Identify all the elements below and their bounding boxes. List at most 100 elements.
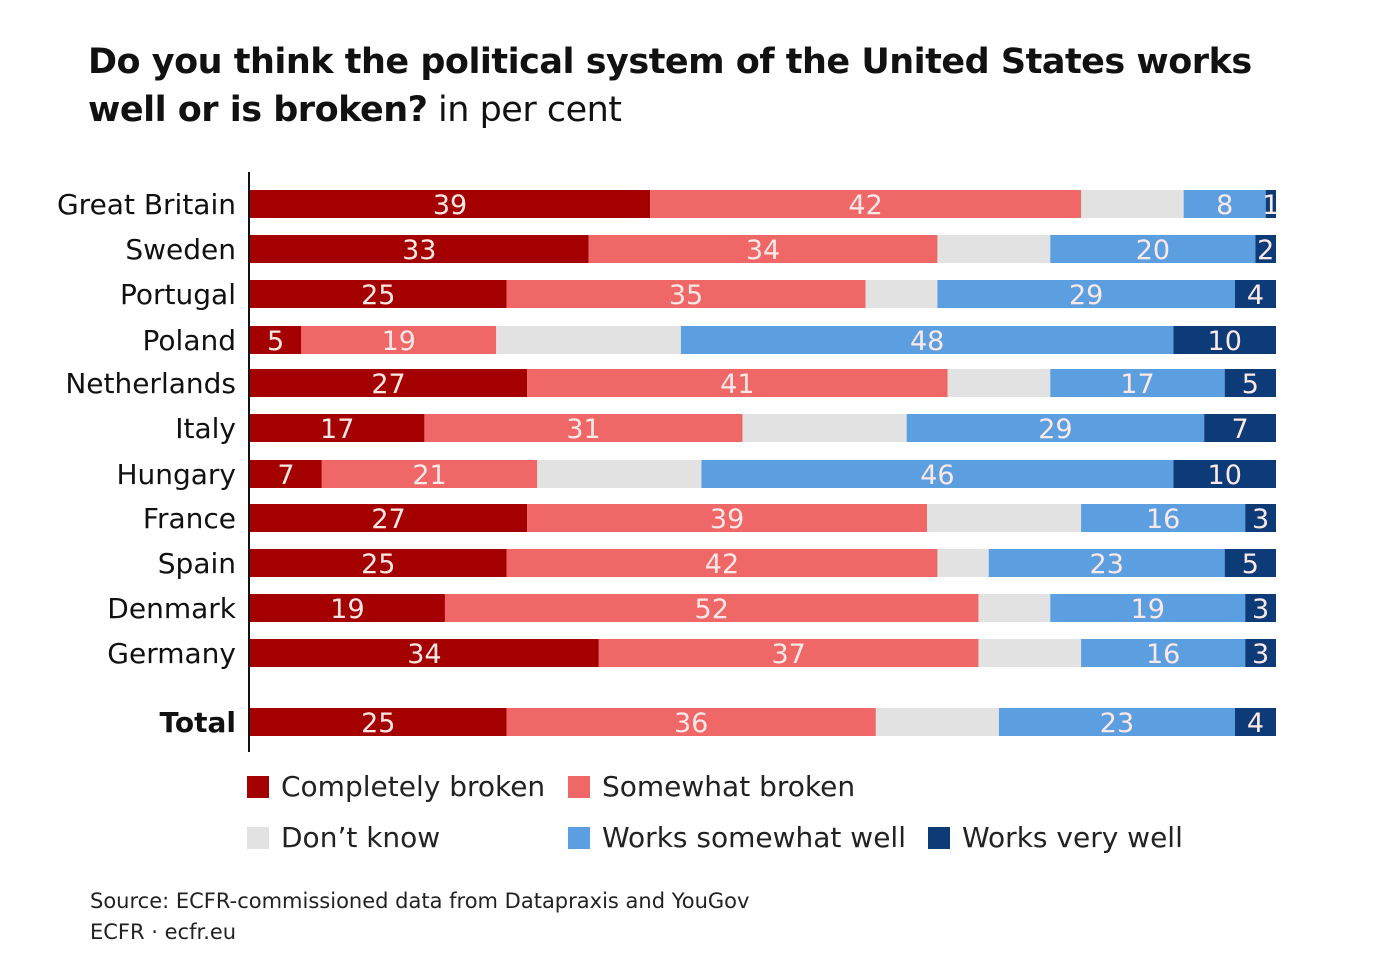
data-label: 5 [1242,549,1259,580]
source-text: Source: ECFR-commissioned data from Data… [90,889,750,913]
category-label: Denmark [107,592,236,625]
legend-label: Somewhat broken [602,770,856,803]
data-label: 3 [1252,504,1269,535]
bar-segment [927,504,1082,532]
bar-segment [1245,594,1276,622]
source-note: Source: ECFR-commissioned data from Data… [90,886,749,948]
data-label: 5 [1242,369,1259,400]
legend-completely-broken: Completely broken [247,770,545,803]
bar-segment [937,280,1235,308]
data-label: 31 [566,414,600,445]
data-label: 3 [1252,639,1269,670]
bar-segment [906,414,1205,442]
bar-segment [875,708,999,736]
data-label: 42 [848,190,882,221]
category-label: Poland [143,324,236,357]
legend-label: Don’t know [281,821,441,854]
data-label: 7 [277,460,294,491]
category-label: Sweden [125,233,236,266]
bar-segment [742,414,907,442]
legend-label: Works somewhat well [602,821,906,854]
bar-segment [1050,369,1225,397]
bar-segment [1081,190,1184,218]
data-label: 48 [910,326,944,357]
legend-works-very-well: Works very well [928,821,1183,854]
data-label: 23 [1100,708,1134,739]
bar-segment [1050,594,1246,622]
bar-segment [506,708,876,736]
data-label: 3 [1252,594,1269,625]
legend-swatch [568,826,590,849]
bar-segment [250,549,507,577]
bar-segment [250,708,507,736]
bar-segment [701,460,1174,488]
bar-segment [250,280,507,308]
title-unit: in per cent [427,90,622,130]
bar-segment [506,280,866,308]
bar-segment [1234,708,1276,736]
bar-segment [527,504,928,532]
data-label: 21 [412,460,446,491]
bar-segment [978,639,1082,667]
data-label: 39 [433,190,467,221]
bar-segment [1245,639,1276,667]
bar-segment [506,549,938,577]
category-label: Germany [107,637,236,670]
category-label: Netherlands [65,367,236,400]
data-label: 25 [361,549,395,580]
bar-segment [301,326,497,354]
legend-somewhat-broken: Somewhat broken [568,770,855,803]
bar-segment [250,594,445,622]
category-label: Spain [158,547,236,580]
bar-segment [496,326,681,354]
title-question: Do you think the political system of the… [88,42,1252,130]
legend-works-somewhat-well: Works somewhat well [568,821,906,854]
data-label: 39 [710,504,744,535]
bar-segment [1081,504,1246,532]
legend-swatch [247,826,269,849]
data-label: 4 [1247,708,1264,739]
legend-dont-know: Don’t know [247,821,440,854]
bar-segment [250,414,425,442]
data-label: 1 [1262,190,1279,221]
legend-label: Completely broken [281,770,546,803]
data-label: 10 [1208,460,1242,491]
bar-segment [1224,369,1276,397]
data-label: 10 [1208,326,1242,357]
category-label: Italy [175,412,236,445]
data-label: 20 [1136,235,1170,266]
bar-segment [444,594,979,622]
data-label: 42 [705,549,739,580]
bar-segment [588,235,938,263]
bar-segment [1245,504,1276,532]
bar-segment [250,639,599,667]
bar-segment [1173,326,1276,354]
bar-segment [250,190,651,218]
legend-swatch [568,775,590,798]
data-label: 33 [402,235,436,266]
category-label: France [143,502,236,535]
data-label: 19 [330,594,364,625]
data-label: 41 [720,369,754,400]
bar-segment [865,280,938,308]
bar-segment [937,549,989,577]
data-label: 35 [669,280,703,311]
bar-segment [1255,235,1276,263]
bar-segment [1183,190,1266,218]
data-label: 7 [1231,414,1248,445]
bar-segment [1265,190,1276,218]
data-label: 17 [320,414,354,445]
bar-segment [1234,280,1276,308]
bar-segment [250,369,528,397]
bar-segment [598,639,979,667]
data-label: 34 [407,639,441,670]
data-label: 37 [771,639,805,670]
category-label: Hungary [116,458,236,491]
chart-title: Do you think the political system of the… [88,38,1308,134]
bar-segment [321,460,538,488]
data-label: 2 [1257,235,1274,266]
bar-segment [998,708,1235,736]
legend-label: Works very well [962,821,1183,854]
data-label: 29 [1069,280,1103,311]
